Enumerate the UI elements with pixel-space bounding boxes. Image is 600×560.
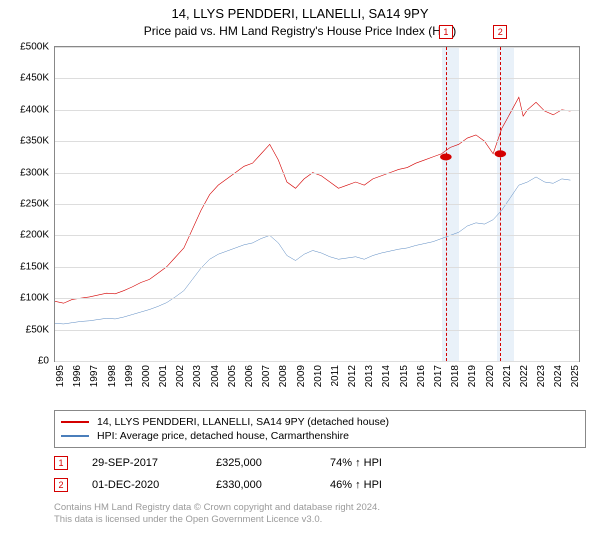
sale-date: 01-DEC-2020 [92, 479, 192, 491]
legend-swatch [61, 435, 89, 437]
sale-price: £325,000 [216, 457, 306, 469]
x-axis-label: 2015 [399, 365, 410, 387]
x-axis-label: 2005 [227, 365, 238, 387]
sale-row-marker: 1 [54, 456, 68, 470]
series-hpi [55, 177, 570, 324]
x-axis-label: 2003 [192, 365, 203, 387]
x-axis-label: 2013 [364, 365, 375, 387]
x-axis-label: 2010 [313, 365, 324, 387]
sale-vs-hpi: 74% ↑ HPI [330, 457, 382, 469]
sale-vs-hpi: 46% ↑ HPI [330, 479, 382, 491]
series-property [55, 97, 570, 303]
legend: 14, LLYS PENDDERI, LLANELLI, SA14 9PY (d… [54, 410, 586, 448]
x-axis-label: 1996 [72, 365, 83, 387]
y-axis-label: £250K [20, 199, 49, 210]
sale-price: £330,000 [216, 479, 306, 491]
x-axis-label: 2000 [141, 365, 152, 387]
chart-subtitle: Price paid vs. HM Land Registry's House … [0, 24, 600, 38]
plot-area: £0£50K£100K£150K£200K£250K£300K£350K£400… [54, 46, 580, 362]
x-axis-label: 2023 [536, 365, 547, 387]
x-axis-label: 1999 [124, 365, 135, 387]
sale-row-marker: 2 [54, 478, 68, 492]
sale-row-2: 2 01-DEC-2020 £330,000 46% ↑ HPI [54, 478, 586, 492]
x-axis-label: 2019 [467, 365, 478, 387]
y-gridline [55, 361, 579, 362]
x-axis-label: 2018 [450, 365, 461, 387]
x-axis-label: 2025 [570, 365, 581, 387]
sale-marker-1: 1 [439, 25, 453, 39]
sale-vline [500, 47, 501, 361]
x-axis-label: 2004 [210, 365, 221, 387]
x-axis-label: 1995 [55, 365, 66, 387]
y-axis-label: £100K [20, 293, 49, 304]
x-axis-label: 2014 [381, 365, 392, 387]
chart-title: 14, LLYS PENDDERI, LLANELLI, SA14 9PY [0, 6, 600, 21]
x-axis-label: 2016 [416, 365, 427, 387]
y-axis-label: £50K [26, 324, 49, 335]
footer-line-2: This data is licensed under the Open Gov… [54, 514, 586, 526]
legend-row: HPI: Average price, detached house, Carm… [61, 429, 579, 443]
y-axis-label: £150K [20, 261, 49, 272]
sale-date: 29-SEP-2017 [92, 457, 192, 469]
x-axis-label: 2007 [261, 365, 272, 387]
legend-label: 14, LLYS PENDDERI, LLANELLI, SA14 9PY (d… [97, 416, 389, 428]
y-axis-label: £400K [20, 104, 49, 115]
x-axis-label: 2012 [347, 365, 358, 387]
y-axis-label: £200K [20, 230, 49, 241]
x-axis-label: 2017 [433, 365, 444, 387]
legend-label: HPI: Average price, detached house, Carm… [97, 430, 349, 442]
legend-row: 14, LLYS PENDDERI, LLANELLI, SA14 9PY (d… [61, 415, 579, 429]
x-axis-label: 2020 [485, 365, 496, 387]
y-axis-label: £500K [20, 42, 49, 53]
y-axis-label: £350K [20, 136, 49, 147]
x-axis-label: 2001 [158, 365, 169, 387]
x-axis-label: 1998 [107, 365, 118, 387]
footer-attribution: Contains HM Land Registry data © Crown c… [54, 502, 586, 527]
x-axis-label: 2022 [519, 365, 530, 387]
legend-swatch [61, 421, 89, 423]
y-axis-label: £450K [20, 73, 49, 84]
sale-row-1: 1 29-SEP-2017 £325,000 74% ↑ HPI [54, 456, 586, 470]
chart-container: £0 £50K £100K £150K £200K £250K £300K £350K £400… [8, 42, 586, 402]
x-axis-label: 1997 [89, 365, 100, 387]
footer-line-1: Contains HM Land Registry data © Crown c… [54, 502, 586, 514]
x-axis-label: 2008 [278, 365, 289, 387]
y-axis-label: £300K [20, 167, 49, 178]
x-axis-label: 2002 [175, 365, 186, 387]
x-axis-label: 2009 [296, 365, 307, 387]
x-axis-label: 2024 [553, 365, 564, 387]
x-axis-label: 2006 [244, 365, 255, 387]
sale-marker-2: 2 [493, 25, 507, 39]
y-axis-label: £0 [38, 356, 49, 367]
x-axis-label: 2021 [502, 365, 513, 387]
sale-vline [446, 47, 447, 361]
x-axis-label: 2011 [330, 365, 341, 387]
